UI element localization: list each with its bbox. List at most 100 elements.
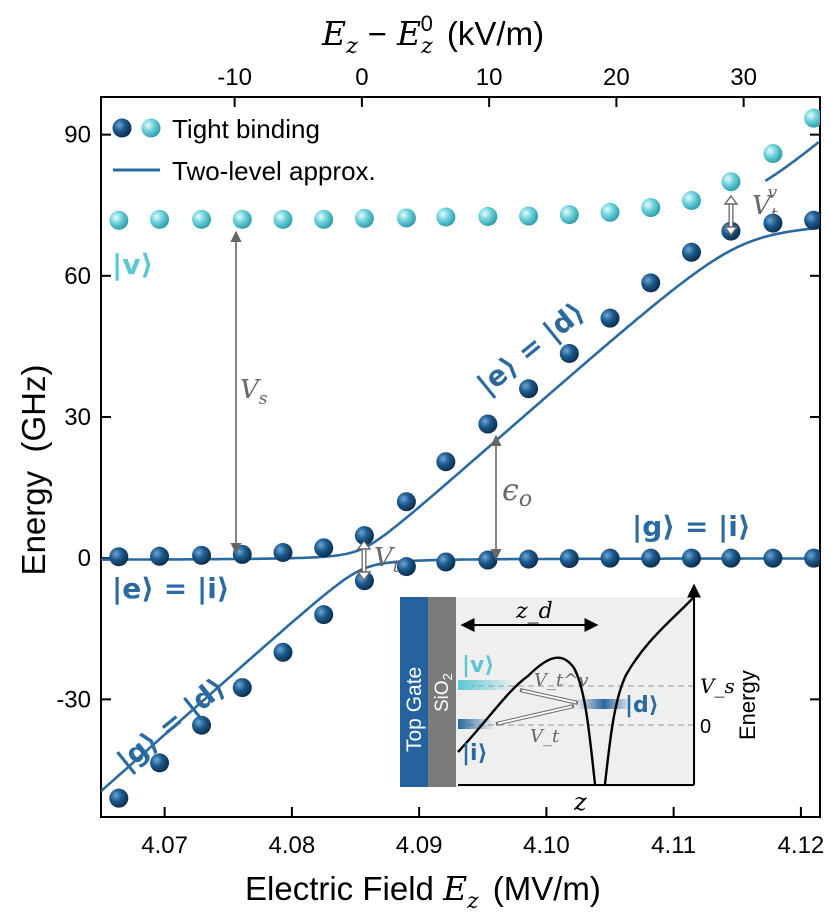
label-g-equals-i: |g⟩ = |i⟩: [632, 510, 751, 543]
tight-binding-point: [314, 538, 334, 558]
tight-binding-point: [192, 209, 212, 229]
legend-label-tight-binding: Tight binding: [172, 114, 320, 144]
legend: Tight binding Two-level approx.: [112, 114, 376, 186]
y-axis-label: Energy (GHz): [15, 365, 52, 576]
inset-oxide-label: SiO2: [432, 673, 455, 712]
tight-binding-point: [273, 543, 293, 563]
tight-binding-point: [681, 191, 701, 211]
tight-binding-point: [763, 548, 783, 568]
y-tick-label: 0: [78, 545, 91, 572]
vtv-label: Vtv: [752, 183, 778, 225]
inset-vt-label: V_t: [530, 726, 560, 747]
legend-marker-light: [141, 118, 161, 138]
x-tick-label: 4.08: [269, 832, 316, 859]
top-axis-label-s1: z: [345, 34, 358, 59]
tight-binding-point: [354, 208, 374, 228]
y-tick-label: -30: [56, 686, 91, 713]
vtv-arrow-head-top: [723, 194, 739, 205]
top-tick-label: 10: [476, 64, 503, 91]
tight-binding-point: [804, 210, 820, 230]
tight-binding-point: [600, 308, 620, 328]
tight-binding-point: [804, 108, 820, 128]
x-tick-label: 4.11: [651, 832, 696, 859]
x-axis-ticks: 4.07 4.08 4.09 4.10 4.11 4.12: [141, 807, 824, 859]
inset-state-d: |d⟩: [625, 693, 659, 718]
y-tick-label: 90: [64, 122, 91, 149]
tight-binding-point: [559, 549, 579, 569]
tight-binding-points: [109, 108, 820, 808]
inset-band-i: [458, 719, 494, 729]
epsilon-label: ϵo: [502, 473, 532, 512]
tight-binding-point: [273, 209, 293, 229]
inset-oxide: [428, 597, 456, 787]
tight-binding-point: [354, 571, 374, 591]
x-axis-label-sub: z: [466, 889, 479, 914]
top-tick-label: 20: [603, 64, 630, 91]
x-tick-label: 4.12: [778, 832, 825, 859]
tight-binding-point: [559, 343, 579, 363]
tight-binding-point: [436, 452, 456, 472]
top-tick-label: 30: [730, 64, 757, 91]
tight-binding-point: [109, 547, 129, 567]
two-level-valley-branch: [764, 141, 820, 182]
x-tick-label: 4.10: [523, 832, 570, 859]
top-axis-ticks: -10 0 10 20 30: [217, 64, 757, 107]
inset-vt-arrow-inner: [497, 705, 573, 725]
tight-binding-point: [478, 207, 498, 227]
top-axis-label-minus: −: [368, 15, 387, 52]
vt-arrow-head-top: [356, 539, 372, 550]
tight-binding-point: [314, 209, 334, 229]
inset-band-d: [576, 699, 632, 709]
inset-vs-label: V_s: [700, 674, 735, 698]
tight-binding-point: [519, 549, 539, 569]
top-axis-label: Ez − Ez0 (kV/m): [321, 11, 544, 59]
tight-binding-point: [721, 548, 741, 568]
tight-binding-point: [478, 414, 498, 434]
tight-binding-point: [396, 208, 416, 228]
tight-binding-point: [109, 788, 129, 808]
inset-top-gate: [400, 597, 428, 787]
inset-potential-right: [603, 596, 695, 785]
tight-binding-point: [641, 273, 661, 293]
top-axis-label-s2: z: [420, 34, 433, 59]
inset-vtv-arrow-inner: [521, 689, 577, 704]
tight-binding-point: [232, 209, 252, 229]
tight-binding-point: [396, 492, 416, 512]
tight-binding-point: [763, 143, 783, 163]
label-g-equals-d: |g⟩ = |d⟩: [111, 671, 232, 778]
vt-arrow-head-bottom: [356, 571, 372, 582]
inset-state-v: |v⟩: [462, 653, 494, 678]
inset-zero-label: 0: [700, 716, 711, 738]
tight-binding-point: [109, 210, 129, 230]
tight-binding-point: [478, 550, 498, 570]
tight-binding-point: [763, 213, 783, 233]
top-axis-label-unit: (kV/m): [447, 15, 544, 52]
tight-binding-point: [150, 546, 170, 566]
tight-binding-point: [150, 753, 170, 773]
tight-binding-point: [436, 552, 456, 572]
label-e-equals-i: |e⟩ = |i⟩: [112, 572, 230, 605]
inset-zd-label: z_d: [515, 599, 553, 624]
x-axis-label: Electric Field Ez (MV/m): [245, 869, 601, 914]
vs-label: Vs: [240, 375, 268, 409]
tight-binding-point: [681, 548, 701, 568]
inset-top-gate-label: Top Gate: [403, 667, 426, 752]
inset-state-i: |i⟩: [462, 741, 488, 766]
inset-schematic: Top Gate SiO2 z_d z Energy V_s 0 V_t^v V…: [400, 583, 760, 816]
tight-binding-point: [273, 642, 293, 662]
tight-binding-point: [396, 557, 416, 577]
tight-binding-point: [314, 605, 334, 625]
x-axis-label-unit: (MV/m): [493, 870, 601, 907]
legend-marker-dark: [112, 118, 132, 138]
x-axis-label-main: Electric Field: [245, 870, 443, 907]
tight-binding-point: [559, 205, 579, 225]
top-tick-label: -10: [217, 64, 252, 91]
x-axis-label-symbol: E: [442, 869, 467, 908]
y-axis-ticks: -30 0 30 60 90: [56, 122, 820, 713]
vtv-arrow-head-bottom: [723, 226, 739, 237]
tight-binding-point: [150, 209, 170, 229]
top-axis-label-sup: 0: [421, 11, 433, 36]
two-level-upper-branch: [101, 226, 819, 561]
y-tick-label: 30: [64, 404, 91, 431]
